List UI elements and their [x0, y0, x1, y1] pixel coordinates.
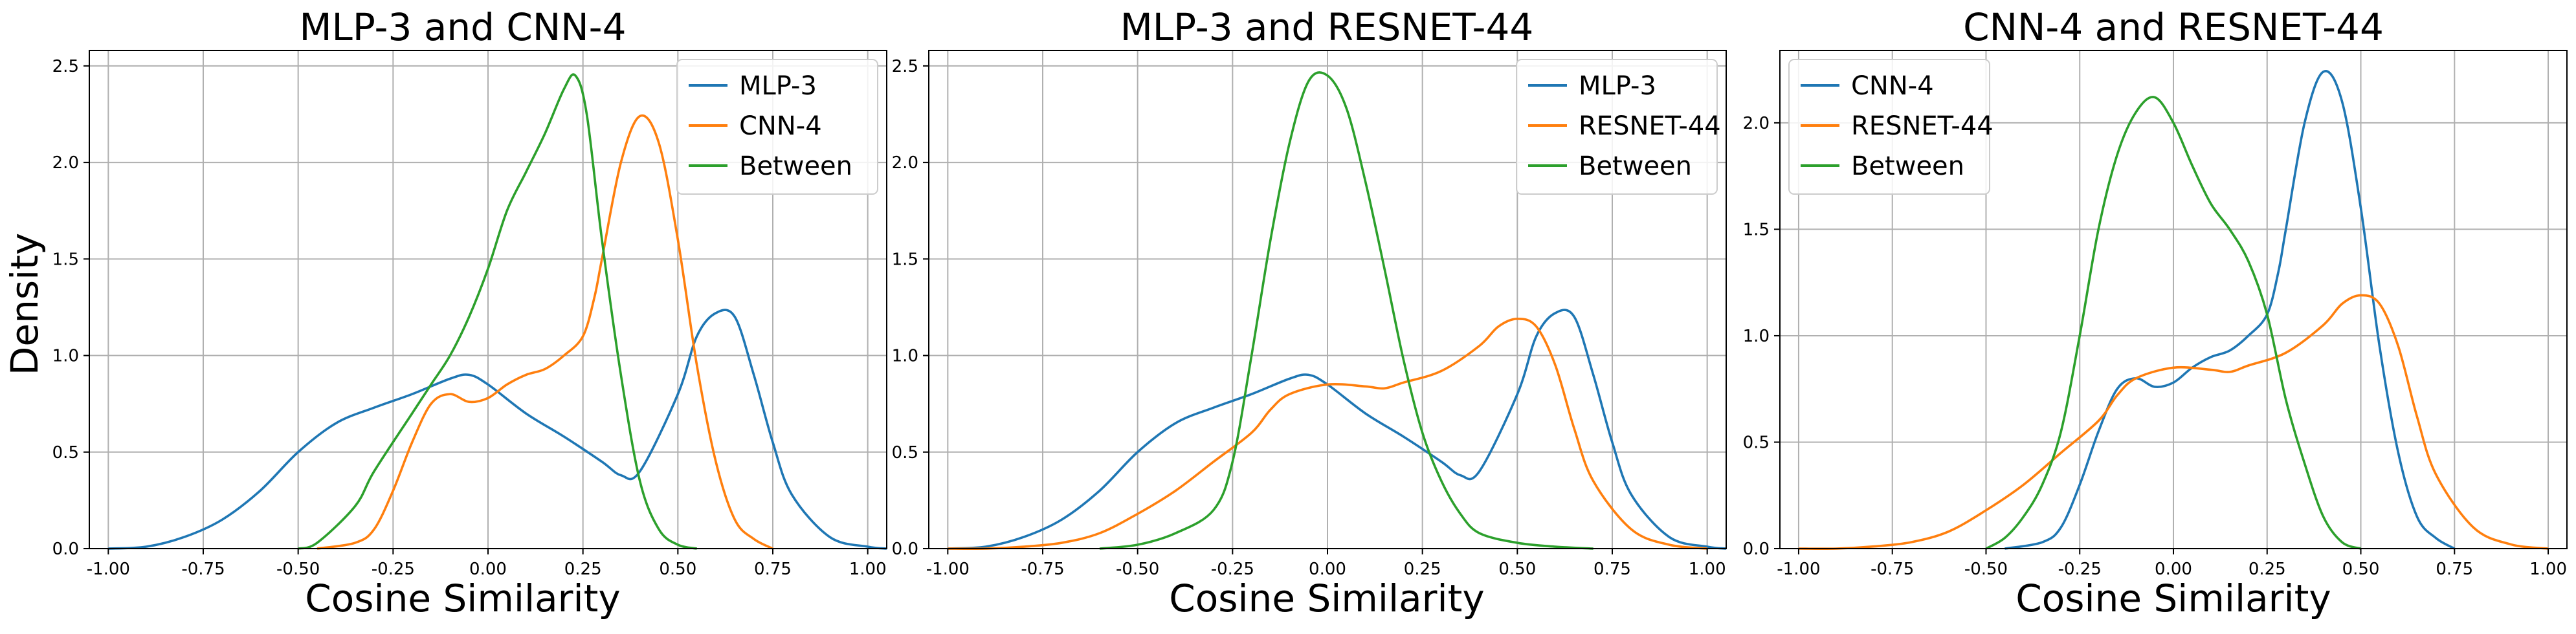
x-tick-label: 0.75	[2436, 560, 2473, 579]
y-axis-ticks: 0.0 0.5 1.0 1.5 2.0 2.5	[52, 57, 89, 559]
y-tick-label: 1.5	[892, 250, 918, 269]
y-axis-ticks: 0.0 0.5 1.0 1.5 2.0 2.5	[892, 57, 929, 559]
series-lines	[108, 73, 887, 550]
y-tick-label: 1.0	[892, 347, 918, 366]
x-tick-label: -1.00	[926, 560, 970, 579]
x-tick-label: -0.25	[2058, 560, 2102, 579]
x-tick-label: -0.25	[1211, 560, 1254, 579]
series-line-mlp-3	[948, 309, 1727, 550]
y-tick-label: 2.0	[1743, 114, 1770, 133]
x-tick-label: -0.25	[372, 560, 415, 579]
x-tick-label: 0.75	[754, 560, 792, 579]
legend-box	[676, 59, 878, 195]
legend: MLP-3 CNN-4 Between	[676, 59, 878, 195]
y-tick-label: 2.5	[892, 57, 918, 76]
x-tick-label: 0.50	[1498, 560, 1536, 579]
series-line-cnn-4	[2004, 70, 2456, 550]
x-tick-label: 0.00	[2155, 560, 2192, 579]
legend: CNN-4 RESNET-44 Between	[1788, 59, 1993, 195]
x-axis-ticks: -1.00 -0.75 -0.50 -0.25 0.00 0.25 0.50 0.75 1.00	[926, 549, 1726, 579]
y-tick-label: 2.0	[892, 153, 918, 173]
x-tick-label: -0.50	[1116, 560, 1159, 579]
legend-label: MLP-3	[739, 71, 817, 101]
x-tick-label: -1.00	[87, 560, 130, 579]
x-tick-label: -0.75	[1871, 560, 1914, 579]
x-axis-label: Cosine Similarity	[1169, 576, 1484, 620]
x-tick-label: 0.25	[1404, 560, 1441, 579]
x-tick-label: 0.00	[469, 560, 507, 579]
y-tick-label: 0.0	[1743, 540, 1770, 559]
y-tick-label: 2.0	[52, 153, 79, 173]
x-tick-label: 1.00	[849, 560, 887, 579]
x-tick-label: 0.00	[1309, 560, 1346, 579]
series-line-resnet-44	[1798, 294, 2549, 551]
legend-box	[1516, 59, 1718, 195]
series-lines	[948, 71, 1727, 551]
x-axis-label: Cosine Similarity	[2015, 576, 2331, 620]
x-tick-label: 1.00	[1689, 560, 1726, 579]
series-line-between	[1099, 71, 1593, 550]
legend-label: CNN-4	[739, 111, 822, 141]
series-line-between	[298, 73, 698, 550]
x-tick-label: 0.75	[1593, 560, 1631, 579]
legend-label: Between	[1579, 151, 1692, 181]
legend-label: RESNET-44	[1579, 111, 1721, 141]
plot-area: -1.00 -0.75 -0.50 -0.25 0.00 0.25 0.50 0.75 1.00…	[892, 50, 1727, 579]
chart-title: MLP-3 and RESNET-44	[1120, 5, 1534, 49]
series-line-between	[1985, 96, 2362, 550]
x-tick-label: -1.00	[1777, 560, 1820, 579]
y-tick-label: 1.5	[1743, 220, 1770, 239]
x-tick-label: 1.00	[2529, 560, 2567, 579]
y-tick-label: 0.0	[52, 540, 79, 559]
y-tick-label: 1.5	[52, 250, 79, 269]
plot-area: -1.00 -0.75 -0.50 -0.25 0.00 0.25 0.50 0.75 1.00…	[52, 50, 887, 579]
legend-label: Between	[1851, 151, 1964, 181]
x-axis-ticks: -1.00 -0.75 -0.50 -0.25 0.00 0.25 0.50 0.75 1.00	[1777, 549, 2567, 579]
legend-label: RESNET-44	[1851, 111, 1993, 141]
x-tick-label: -0.50	[276, 560, 320, 579]
chart-title: MLP-3 and CNN-4	[300, 5, 627, 49]
x-tick-label: 0.25	[2248, 560, 2286, 579]
chart-panel-1: MLP-3 and CNN-4 Cosine Similarity Densit…	[3, 5, 887, 620]
legend-box	[1788, 59, 1990, 195]
legend-label: Between	[739, 151, 852, 181]
chart-panel-3: CNN-4 and RESNET-44 Cosine Similarity -1…	[1743, 5, 2568, 620]
y-tick-label: 0.5	[1743, 433, 1770, 452]
series-lines	[1798, 70, 2549, 551]
x-tick-label: 0.50	[2342, 560, 2380, 579]
series-line-mlp-3	[108, 309, 887, 550]
y-tick-label: 0.5	[892, 443, 918, 463]
legend: MLP-3 RESNET-44 Between	[1516, 59, 1721, 195]
y-tick-label: 0.5	[52, 443, 79, 463]
x-tick-label: -0.50	[1964, 560, 2008, 579]
y-axis-label: Density	[3, 233, 47, 376]
y-tick-label: 0.0	[892, 540, 918, 559]
y-tick-label: 2.5	[52, 57, 79, 76]
chart-panel-2: MLP-3 and RESNET-44 Cosine Similarity -1…	[892, 5, 1727, 620]
x-axis-ticks: -1.00 -0.75 -0.50 -0.25 0.00 0.25 0.50 0.75 1.00	[87, 549, 887, 579]
y-tick-label: 1.0	[1743, 327, 1770, 346]
x-tick-label: 0.50	[659, 560, 696, 579]
x-axis-label: Cosine Similarity	[305, 576, 620, 620]
series-line-resnet-44	[948, 318, 1707, 551]
y-axis-ticks: 0.0 0.5 1.0 1.5 2.0	[1743, 114, 1780, 559]
plot-area: -1.00 -0.75 -0.50 -0.25 0.00 0.25 0.50 0.75 1.00…	[1743, 50, 2568, 579]
legend-label: CNN-4	[1851, 71, 1934, 101]
y-tick-label: 1.0	[52, 347, 79, 366]
legend-label: MLP-3	[1579, 71, 1656, 101]
x-tick-label: -0.75	[1021, 560, 1064, 579]
x-tick-label: -0.75	[181, 560, 225, 579]
chart-title: CNN-4 and RESNET-44	[1963, 5, 2384, 49]
series-line-cnn-4	[316, 114, 773, 550]
x-tick-label: 0.25	[564, 560, 602, 579]
